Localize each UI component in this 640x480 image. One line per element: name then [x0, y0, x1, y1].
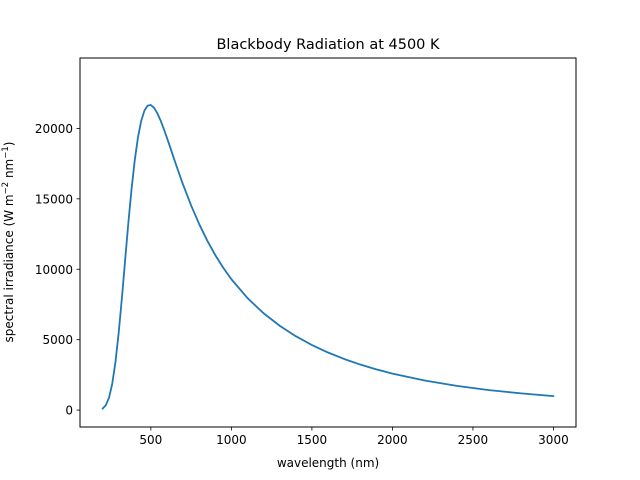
y-tick-label: 20000 — [35, 122, 73, 136]
y-tick-label: 10000 — [35, 263, 73, 277]
plot-area — [101, 104, 555, 410]
y-axis-label-exponent-1: −2 — [1, 182, 11, 195]
x-axis-label: wavelength (nm) — [277, 456, 379, 470]
x-tick-label: 1500 — [297, 433, 328, 447]
y-tick-label: 0 — [65, 404, 73, 418]
y-axis-label-exponent-2: −1 — [1, 146, 11, 159]
axes-frame — [79, 57, 577, 428]
x-tick-label: 2000 — [377, 433, 408, 447]
y-tick-label: 5000 — [42, 333, 73, 347]
y-tick-label: 15000 — [35, 192, 73, 206]
y-axis-label-mid: nm — [2, 159, 16, 182]
x-axis: 500 1000 1500 2000 2500 3000 — [139, 427, 569, 447]
y-axis-label-end: ) — [2, 142, 16, 147]
series-line — [101, 104, 555, 410]
x-tick-label: 500 — [139, 433, 162, 447]
x-tick-label: 1000 — [216, 433, 247, 447]
chart-title: Blackbody Radiation at 4500 K — [216, 37, 440, 53]
x-tick-label: 2500 — [458, 433, 489, 447]
y-axis: 0 5000 10000 15000 20000 — [35, 122, 80, 418]
y-axis-label-base: spectral irradiance (W m — [2, 194, 16, 342]
x-tick-label: 3000 — [538, 433, 569, 447]
y-axis-label: spectral irradiance (W m−2 nm−1) — [1, 142, 16, 343]
